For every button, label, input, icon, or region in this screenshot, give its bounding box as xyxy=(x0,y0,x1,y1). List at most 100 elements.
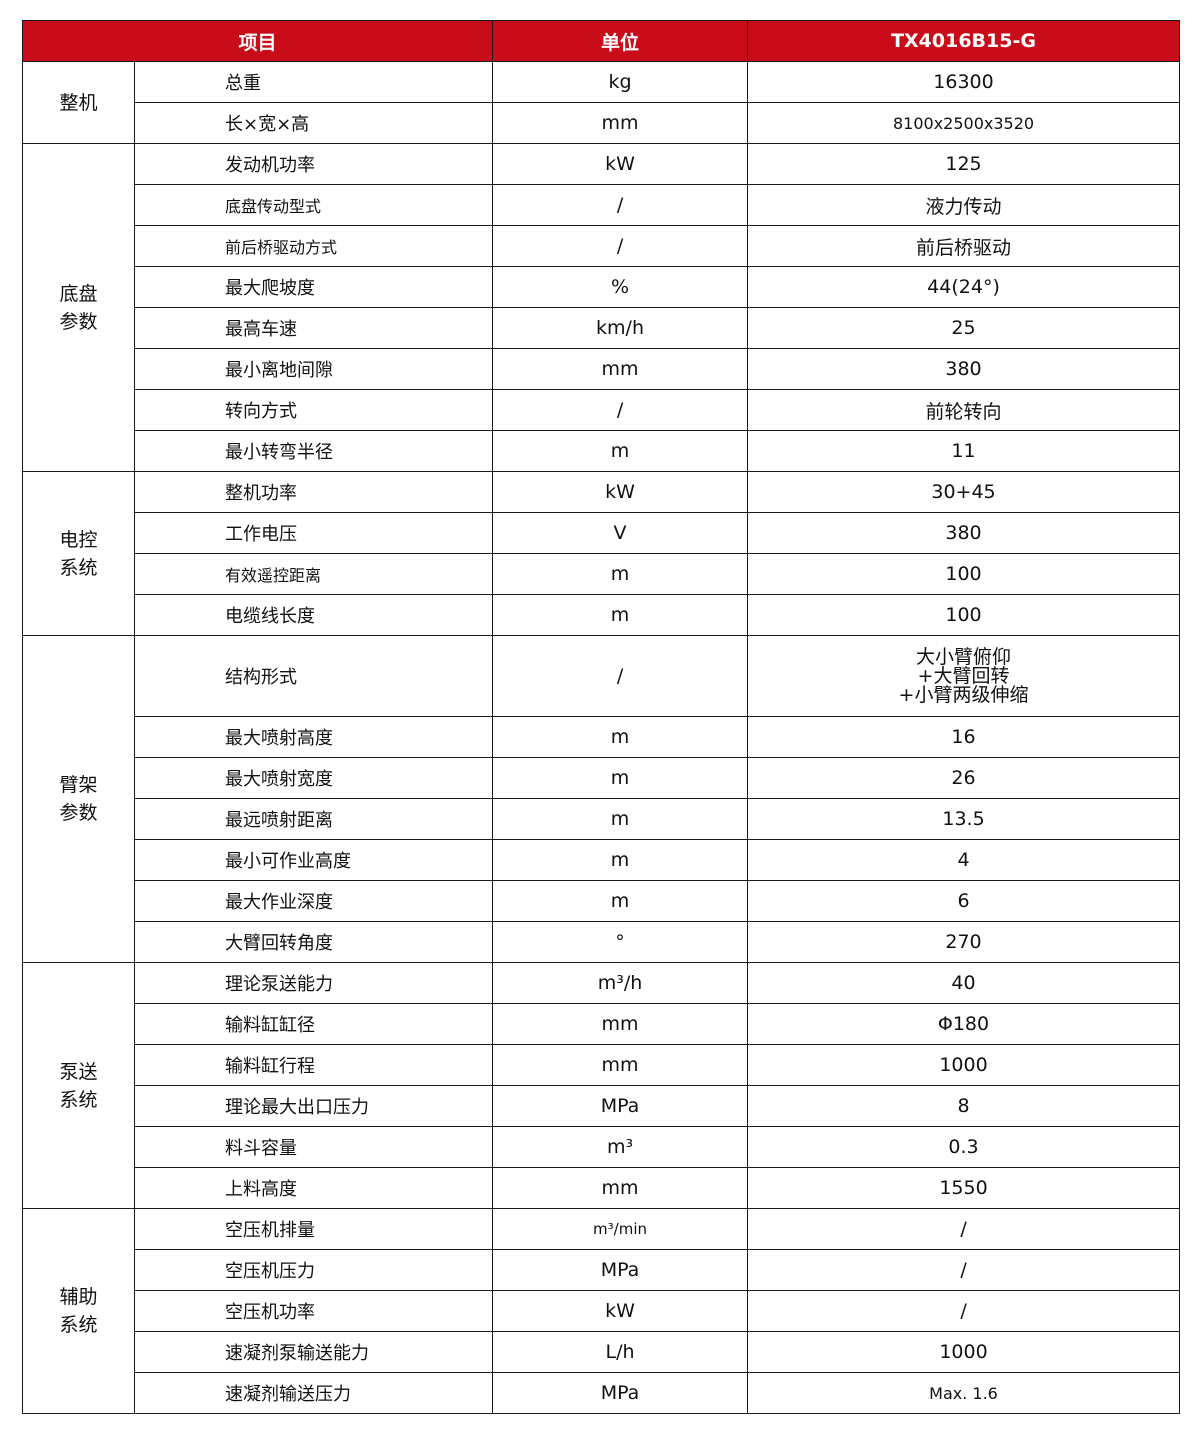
table-row: 辅助 系统 空压机排量 m³/min / xyxy=(22,1208,1181,1414)
table-row: 底盘 参数 发动机功率 kW 125 xyxy=(22,143,1181,472)
value-cell: 前轮转向 xyxy=(747,389,1181,431)
group-label-line: 参数 xyxy=(59,802,98,824)
table-row: 理论最大出口压力 MPa 8 xyxy=(23,1085,1181,1127)
group-label: 辅助 系统 xyxy=(22,1208,135,1414)
table-row: 泵送 系统 理论泵送能力 m³/h 40 xyxy=(22,962,1181,1209)
item-name: 最大喷射宽度 xyxy=(133,757,494,799)
unit-cell: % xyxy=(492,266,749,308)
value-cell: 1000 xyxy=(747,1331,1181,1373)
value-cell: 8 xyxy=(747,1085,1181,1127)
value-cell: 6 xyxy=(747,880,1181,922)
header-item: 项目 xyxy=(21,20,494,62)
value-cell: 1000 xyxy=(747,1044,1181,1086)
table-row: 最大爬坡度% 44(24°) xyxy=(23,266,1181,308)
group-label: 整机 xyxy=(22,61,135,144)
unit-cell: MPa xyxy=(492,1372,749,1414)
item-name: 空压机功率 xyxy=(133,1290,494,1332)
item-name: 最高车速 xyxy=(133,307,494,349)
unit-cell: mm xyxy=(492,1044,749,1086)
table-row: 电控 系统 整机功率 kW 30+45 xyxy=(22,471,1181,636)
table-row: 速凝剂泵输送能力 L/h 1000 xyxy=(23,1331,1181,1373)
table-row: 输料缸缸径 mm Φ180 xyxy=(23,1003,1181,1045)
value-cell: / xyxy=(747,1249,1181,1291)
unit-cell: / xyxy=(492,389,749,431)
table-row: 最小离地间隙 mm 380 xyxy=(23,348,1181,390)
value-cell: Max. 1.6 xyxy=(747,1372,1181,1414)
item-name: 长×宽×高 xyxy=(133,102,494,144)
table-row: 最小可作业高度 m 4 xyxy=(23,839,1181,881)
item-name: 速凝剂泵输送能力 xyxy=(133,1331,494,1373)
item-name: 整机功率 xyxy=(133,471,494,513)
item-name: 大臂回转角度 xyxy=(133,921,494,963)
unit-cell: m³ xyxy=(492,1126,749,1168)
group-label: 泵送 系统 xyxy=(22,962,135,1209)
table-row: 最大作业深度 m 6 xyxy=(23,880,1181,922)
value-cell: 4 xyxy=(747,839,1181,881)
unit-cell: kW xyxy=(492,143,749,185)
unit-cell: mm xyxy=(492,1003,749,1045)
value-cell: 270 xyxy=(747,921,1181,963)
value-cell: 液力传动 xyxy=(747,184,1181,226)
value-cell: 前后桥驱动 xyxy=(747,225,1181,267)
unit-cell: MPa xyxy=(492,1249,749,1291)
item-name: 输料缸行程 xyxy=(133,1044,494,1086)
value-cell: 16300 xyxy=(747,61,1181,103)
table-row: 空压机压力 MPa / xyxy=(23,1249,1181,1291)
item-name: 结构形式 xyxy=(133,635,494,717)
value-cell: / xyxy=(747,1290,1181,1332)
group-label-line: 臂架 xyxy=(59,774,98,796)
item-name: 最小转弯半径 xyxy=(133,430,494,472)
group-label: 底盘 参数 xyxy=(22,143,135,472)
group-label: 电控 系统 xyxy=(22,471,135,636)
value-cell: Φ180 xyxy=(747,1003,1181,1045)
table-row: 上料高度 mm 1550 xyxy=(23,1167,1181,1209)
table-row: 最远喷射距离 m 13.5 xyxy=(23,798,1181,840)
value-cell: 1550 xyxy=(747,1167,1181,1209)
table-row: 有效遥控距离 m 100 xyxy=(23,553,1181,595)
group-label-line: 系统 xyxy=(59,556,98,579)
item-name: 最小可作业高度 xyxy=(133,839,494,881)
group-label-line: 整机 xyxy=(59,91,98,114)
unit-cell: kW xyxy=(492,471,749,513)
unit-cell: / xyxy=(492,635,749,717)
table-row: 长×宽×高 mm 8100x2500x3520 xyxy=(23,102,1181,144)
value-line: +小臂两级伸缩 xyxy=(898,683,1029,706)
item-name: 最小离地间隙 xyxy=(133,348,494,390)
item-name: 底盘传动型式 xyxy=(133,184,494,226)
value-line: 大小臂俯仰 xyxy=(916,645,1012,668)
unit-cell: m xyxy=(492,880,749,922)
spec-body: 整机 总重 kg 16300 长×宽×高 mm 8100x2500x3520 底盘 参数 发动机功… xyxy=(22,61,1181,1414)
value-line: +大臂回转 xyxy=(917,664,1010,687)
table-row: 臂架 参数 结构形式 / 大小臂俯仰 +大臂回转 +小臂两级伸缩 xyxy=(22,635,1181,963)
unit-cell: ° xyxy=(492,921,749,963)
unit-cell: / xyxy=(492,184,749,226)
value-cell: 40 xyxy=(747,962,1181,1004)
item-name: 前后桥驱动方式 xyxy=(133,225,494,267)
table-row: 转向方式 / 前轮转向 xyxy=(23,389,1181,431)
unit-cell: L/h xyxy=(492,1331,749,1373)
unit-cell: mm xyxy=(492,348,749,390)
spec-table: 项目 单位 TX4016B15-G 整机 总重 kg 16300 长×宽×高 mm 8100… xyxy=(21,20,1181,1414)
unit-cell: m xyxy=(492,798,749,840)
value-cell: 25 xyxy=(747,307,1181,349)
table-row: 大臂回转角度 ° 270 xyxy=(23,921,1181,963)
value-cell: 13.5 xyxy=(747,798,1181,840)
table-row: 最高车速 km/h 25 xyxy=(23,307,1181,349)
table-row: 料斗容量 m³ 0.3 xyxy=(23,1126,1181,1168)
group-label-line: 参数 xyxy=(59,310,98,333)
item-name: 理论泵送能力 xyxy=(133,962,494,1004)
value-cell: 100 xyxy=(747,594,1181,636)
group-label-line: 底盘 xyxy=(59,282,98,305)
group-label: 臂架 参数 xyxy=(22,635,135,963)
unit-cell: V xyxy=(492,512,749,554)
value-cell: 44(24°) xyxy=(747,266,1181,308)
item-name: 上料高度 xyxy=(133,1167,494,1209)
item-name: 工作电压 xyxy=(133,512,494,554)
item-name: 电缆线长度 xyxy=(133,594,494,636)
unit-cell: / xyxy=(492,225,749,267)
table-row: 整机 总重 kg 16300 xyxy=(22,61,1181,144)
value-cell: 30+45 xyxy=(747,471,1181,513)
item-name: 有效遥控距离 xyxy=(133,553,494,595)
unit-cell: km/h xyxy=(492,307,749,349)
value-cell: 8100x2500x3520 xyxy=(747,102,1181,144)
